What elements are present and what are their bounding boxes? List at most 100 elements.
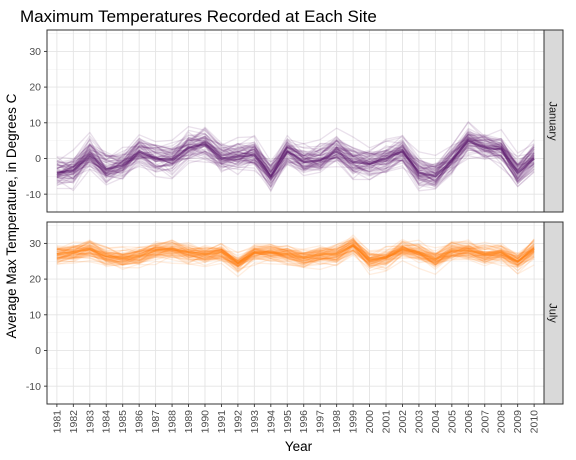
series-line xyxy=(56,238,535,264)
y-tick-label: 10 xyxy=(29,117,41,129)
series-line xyxy=(56,251,535,273)
series-line xyxy=(56,129,535,178)
series-line xyxy=(56,147,535,190)
series-line xyxy=(56,134,535,174)
x-tick-label: 1985 xyxy=(117,410,129,434)
x-tick-label: 2000 xyxy=(364,410,376,434)
x-axis-label: Year xyxy=(285,439,313,454)
x-tick-label: 1989 xyxy=(183,410,195,434)
series-line xyxy=(56,242,535,267)
y-tick-label: 10 xyxy=(29,309,41,321)
series-line xyxy=(56,132,535,177)
series-line xyxy=(56,245,535,269)
series-line xyxy=(56,142,535,182)
facet-strip xyxy=(543,29,564,213)
series-line xyxy=(56,239,535,260)
series-line xyxy=(56,234,535,257)
facet-strip xyxy=(543,221,564,405)
site-lines xyxy=(56,234,535,278)
series-line xyxy=(56,250,535,272)
panel-background xyxy=(47,222,544,404)
x-tick-label: 1994 xyxy=(265,410,277,434)
series-line xyxy=(56,244,535,263)
series-line xyxy=(56,140,535,181)
series-line xyxy=(56,138,535,174)
x-tick-label: 1997 xyxy=(315,410,327,434)
series-line xyxy=(56,137,535,184)
x-tick-label: 1987 xyxy=(150,410,162,434)
series-line xyxy=(56,242,535,265)
series-line xyxy=(56,242,535,264)
series-line xyxy=(56,250,535,270)
series-line xyxy=(56,121,535,163)
series-line xyxy=(56,247,535,272)
series-line xyxy=(56,128,535,174)
series-line xyxy=(56,243,535,266)
series-line xyxy=(56,245,535,264)
series-line xyxy=(56,239,535,265)
series-line xyxy=(56,127,535,169)
series-line xyxy=(56,143,535,178)
series-line xyxy=(56,148,535,187)
series-line xyxy=(56,249,535,275)
series-line xyxy=(56,138,535,187)
series-line xyxy=(56,241,535,261)
x-tick-label: 2002 xyxy=(397,410,409,434)
series-line xyxy=(56,148,535,188)
x-tick-label: 2005 xyxy=(446,410,458,434)
series-line xyxy=(56,248,535,268)
y-tick-label: 0 xyxy=(35,345,41,357)
facet-strip-label: July xyxy=(547,303,559,323)
series-line xyxy=(56,132,535,178)
y-tick-label: 0 xyxy=(35,153,41,165)
x-tick-label: 1996 xyxy=(298,410,310,434)
series-line xyxy=(56,237,535,262)
x-tick-label: 1992 xyxy=(232,410,244,434)
series-line xyxy=(56,250,535,269)
series-line xyxy=(56,131,535,175)
x-tick-label: 1982 xyxy=(68,410,80,434)
x-tick-label: 2006 xyxy=(463,410,475,434)
y-tick-label: 20 xyxy=(29,82,41,94)
series-line xyxy=(56,156,535,192)
series-line xyxy=(56,248,535,273)
series-line xyxy=(56,126,535,174)
series-line xyxy=(56,251,535,270)
series-line xyxy=(56,129,535,177)
x-tick-label: 1988 xyxy=(167,410,179,434)
series-line xyxy=(56,133,535,178)
x-tick-label: 2008 xyxy=(496,410,508,434)
series-line xyxy=(56,240,535,260)
series-line xyxy=(56,238,535,265)
x-tick-label: 1991 xyxy=(216,410,228,434)
series-line xyxy=(56,140,535,186)
series-line xyxy=(56,240,535,263)
series-line xyxy=(56,142,535,184)
y-tick-label: 20 xyxy=(29,274,41,286)
series-line xyxy=(56,245,535,267)
x-tick-label: 1984 xyxy=(101,410,113,434)
series-mean-line xyxy=(56,139,535,178)
series-line xyxy=(56,239,535,264)
series-line xyxy=(56,244,535,266)
series-line xyxy=(56,145,535,185)
series-line xyxy=(56,246,535,268)
panel-july: July -10 0 10 20 30 xyxy=(26,221,564,405)
panel-january: January -10 0 10 20 30 xyxy=(26,29,564,213)
series-line xyxy=(56,251,535,278)
facet-strip-label: January xyxy=(547,101,559,141)
series-line xyxy=(56,145,535,186)
chart-title: Maximum Temperatures Recorded at Each Si… xyxy=(20,7,377,26)
series-line xyxy=(56,141,535,180)
series-mean-line xyxy=(56,244,535,265)
site-lines xyxy=(56,121,535,192)
series-line xyxy=(56,136,535,176)
x-tick-label: 1986 xyxy=(134,410,146,434)
x-tick-label: 1990 xyxy=(199,410,211,434)
y-tick-label: 30 xyxy=(29,238,41,250)
series-line xyxy=(56,236,535,256)
series-line xyxy=(56,133,535,173)
y-tick-label: 30 xyxy=(29,46,41,58)
series-line xyxy=(56,135,535,179)
